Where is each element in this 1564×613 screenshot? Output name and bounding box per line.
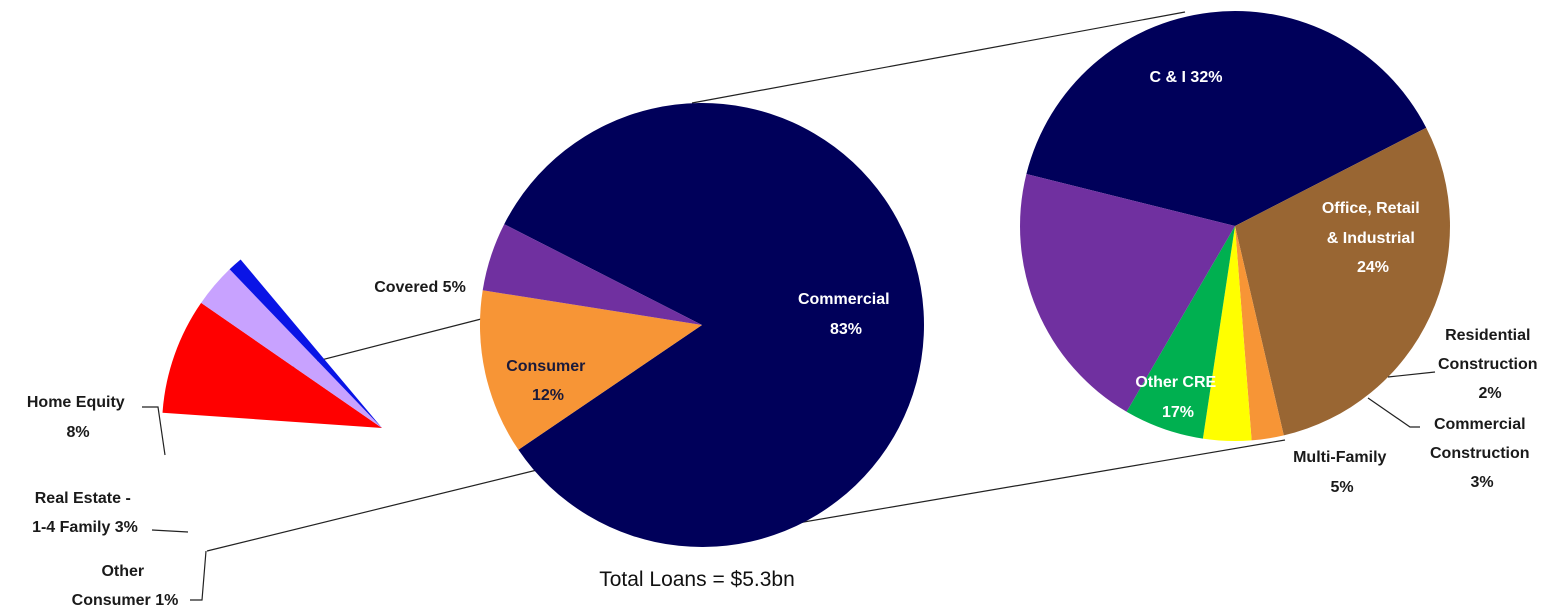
label-covered: Covered 5% [374,279,466,296]
slice-other-cre [1020,174,1235,412]
leader-lines [142,371,1436,601]
slice-commercial-construction [1202,226,1252,442]
label-consumer: Consumer 12% [506,358,590,404]
slice-real-estate-1-4-family [201,269,382,428]
connector-consumer-to-breakdown-bottom [206,468,542,552]
label-commercial-construction: Commercial Construction 3% [1430,416,1534,491]
leader-home-equity [142,406,166,456]
commercial-breakdown-pie [1020,11,1450,442]
total-loans-pie [479,102,924,547]
slice-other-consumer [229,259,382,428]
label-other-cre: Other CRE 17% [1135,374,1220,421]
label-residential-construction: Residential Construction 2% [1438,327,1542,402]
leader-real-estate [151,529,189,533]
label-multi-family: Multi-Family 5% [1293,449,1391,496]
slice-labels: Commercial 83% Consumer 12% Covered 5% H… [27,69,1542,609]
leader-other-consumer [190,550,207,601]
label-real-estate: Real Estate - 1-4 Family 3% [32,490,138,536]
label-home-equity: Home Equity 8% [27,394,129,441]
connector-total-to-commercial-bottom [744,439,1286,533]
label-commercial: Commercial 83% [798,291,894,338]
consumer-breakdown-pie [162,259,382,428]
slice-commercial [504,102,924,547]
slice-c-and-i [1026,11,1427,227]
slice-home-equity [162,302,382,428]
label-c-and-i: C & I 32% [1150,69,1223,86]
label-other-consumer: Other Consumer 1% [72,563,179,609]
leader-residential-construction [1387,371,1436,378]
slice-office-retail-industrial [1235,127,1450,436]
connector-total-to-commercial-top [691,11,1186,104]
slice-covered [482,224,702,325]
leader-commercial-construction [1367,397,1420,428]
slice-residential-construction [1235,226,1284,441]
total-loans-caption: Total Loans = $5.3bn [599,568,795,591]
slice-consumer [479,290,702,450]
label-office-retail-industrial: Office, Retail & Industrial 24% [1322,200,1424,276]
slice-multi-family [1126,226,1235,439]
